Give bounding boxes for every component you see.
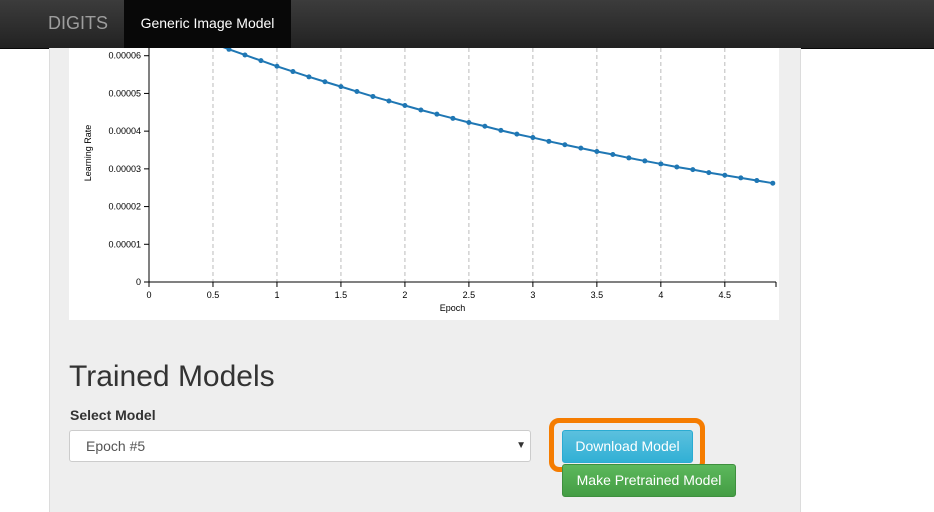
download-model-button[interactable]: Download Model — [562, 430, 693, 463]
x-axis-label: Epoch — [440, 303, 466, 313]
x-tick-label: 2 — [402, 290, 407, 300]
data-point — [482, 123, 488, 129]
data-point — [354, 89, 360, 95]
x-tick-label: 1 — [274, 290, 279, 300]
y-tick-label: 0.00002 — [108, 202, 141, 212]
x-tick-label: 0 — [146, 290, 151, 300]
data-point — [610, 152, 616, 158]
x-tick-label: 3.5 — [591, 290, 604, 300]
data-point — [258, 58, 264, 64]
x-tick-label: 0.5 — [207, 290, 220, 300]
data-point — [754, 178, 760, 184]
data-point — [530, 135, 536, 141]
data-point — [274, 63, 280, 69]
data-point — [322, 79, 328, 85]
data-point — [370, 93, 376, 99]
x-tick-label: 3 — [530, 290, 535, 300]
data-point — [578, 145, 584, 151]
data-point — [594, 149, 600, 155]
trained-models-title: Trained Models — [69, 360, 275, 393]
y-tick-label: 0.00005 — [108, 88, 141, 98]
chart-svg: 0 0.00001 0.00002 0.00003 0.00004 0.00005 0.00… — [83, 48, 777, 313]
x-tick-label: 2.5 — [463, 290, 476, 300]
data-point — [674, 164, 680, 170]
data-point — [418, 107, 424, 113]
data-point — [706, 170, 712, 176]
data-point — [642, 158, 648, 164]
data-point — [434, 111, 440, 117]
data-point — [562, 142, 568, 148]
learning-rate-line — [222, 48, 773, 185]
data-point — [338, 84, 344, 90]
data-point — [770, 180, 776, 186]
y-tick-label: 0.00001 — [108, 239, 141, 249]
data-point — [738, 175, 744, 181]
data-point — [722, 172, 728, 178]
data-point — [402, 102, 408, 108]
y-axis-label: Learning Rate — [83, 125, 93, 182]
brand-link[interactable]: DIGITS — [48, 13, 109, 33]
x-tick-label: 4 — [658, 290, 663, 300]
top-navbar: DIGITS Generic Image Model — [0, 0, 934, 49]
data-point — [226, 48, 232, 52]
y-tick-label: 0.00006 — [108, 51, 141, 61]
data-point — [546, 138, 552, 144]
y-tick-label: 0.00004 — [108, 126, 141, 136]
data-point — [498, 127, 504, 133]
data-point — [450, 115, 456, 121]
data-point — [290, 69, 296, 75]
data-point — [386, 98, 392, 104]
data-point — [242, 52, 248, 58]
data-point — [466, 119, 472, 125]
data-point — [514, 131, 520, 137]
data-point — [306, 74, 312, 80]
caret-down-icon: ▼ — [516, 440, 526, 451]
y-tick-label: 0 — [136, 277, 141, 287]
data-point — [626, 155, 632, 161]
x-tick-label: 1.5 — [335, 290, 348, 300]
selected-model-value: Epoch #5 — [86, 438, 146, 454]
model-select[interactable]: Epoch #5 ▼ — [69, 430, 531, 462]
y-tick-label: 0.00003 — [108, 164, 141, 174]
nav-item-generic-image-model[interactable]: Generic Image Model — [124, 0, 291, 48]
x-tick-label: 4.5 — [719, 290, 732, 300]
data-point — [690, 167, 696, 173]
learning-rate-chart: 0 0.00001 0.00002 0.00003 0.00004 0.00005 0.00… — [69, 48, 779, 320]
make-pretrained-model-button[interactable]: Make Pretrained Model — [562, 464, 736, 497]
select-model-label: Select Model — [70, 407, 156, 423]
data-point — [658, 161, 664, 167]
